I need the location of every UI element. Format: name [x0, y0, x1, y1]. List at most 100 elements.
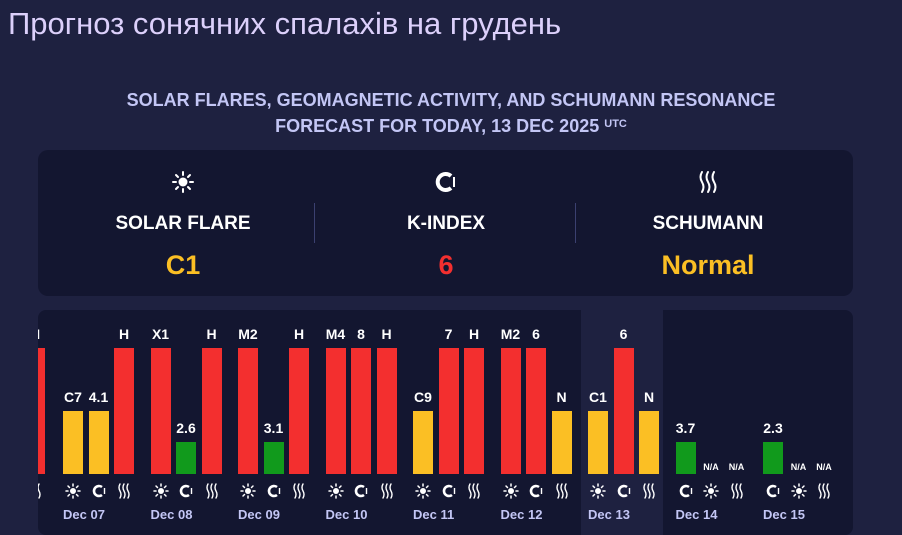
bar-value-label: H: [38, 326, 50, 342]
k-index-label: K-INDEX: [406, 213, 486, 234]
bar-value-label: 2.6: [176, 420, 196, 436]
bar-value-label: N: [556, 389, 567, 405]
chart-bar: [150, 348, 171, 474]
chart-bar: [88, 411, 109, 474]
chart-bar: [526, 348, 546, 474]
bar-value-label: C7: [64, 389, 82, 405]
sun-icon: [240, 483, 256, 499]
chart-bar: [639, 411, 659, 474]
sun-icon: [48, 170, 318, 193]
chart-bar: [551, 411, 572, 474]
sun-icon: [790, 483, 807, 499]
chart-bar: [38, 348, 45, 474]
bar-value-label: N/A: [703, 462, 719, 472]
magnet-icon: [353, 483, 369, 499]
bar-value-label: H: [293, 326, 305, 342]
chart-bar: [238, 348, 258, 474]
chart-bar: [763, 442, 783, 474]
bar-value-label: 2.3: [763, 420, 783, 436]
page-title: Прогноз сонячних спалахів на грудень: [8, 6, 562, 41]
bar-value-label: N: [643, 389, 655, 405]
chart-bar: [588, 411, 608, 474]
magnet-icon: [311, 170, 581, 192]
sun-icon: [65, 483, 81, 499]
day-label: Dec 08: [150, 507, 193, 522]
chart-bar: [263, 442, 284, 474]
magnet-icon: [441, 483, 457, 499]
waves-icon: [116, 483, 132, 499]
bar-value-label: 6: [532, 326, 540, 342]
waves-icon: [204, 483, 220, 499]
magnet-icon: [178, 483, 194, 499]
schumann-label: SCHUMANN: [652, 213, 764, 234]
solar-flare-value: C1: [165, 250, 201, 280]
summary-k-index: K-INDEX 6: [311, 150, 581, 296]
summary-divider: [575, 203, 576, 243]
bar-value-label: 8: [357, 326, 365, 342]
magnet-icon: [616, 483, 632, 499]
magnet-icon: [678, 483, 694, 499]
forecast-subtitle: SOLAR FLARES, GEOMAGNETIC ACTIVITY, AND …: [0, 87, 902, 139]
day-label: Dec 15: [763, 507, 805, 522]
chart-bar: [413, 411, 433, 474]
bar-value-label: M4: [325, 326, 346, 342]
k-index-value: 6: [438, 250, 454, 280]
forecast-bar-chart[interactable]: H C7 4.1 H Dec 07 X1 2.6 H Dec 08 M2 3.1 H Dec 09 M4 8…: [38, 310, 853, 535]
summary-solar-flare: SOLAR FLARE C1: [48, 150, 318, 296]
bar-value-label: C9: [414, 389, 432, 405]
bar-value-label: H: [381, 326, 392, 342]
sun-icon: [703, 483, 719, 499]
schumann-value: Normal: [661, 250, 755, 280]
day-label: Dec 14: [675, 507, 718, 522]
bar-value-label: H: [206, 326, 217, 342]
chart-bar: [201, 348, 222, 474]
timezone-label: UTC: [604, 118, 627, 130]
bar-value-label: 3.7: [675, 420, 696, 436]
subtitle-line-2: FORECAST FOR TODAY, 13 DEC 2025: [275, 116, 600, 136]
chart-bar: [289, 348, 309, 474]
day-label: Dec 13: [588, 507, 630, 522]
magnet-icon: [528, 483, 544, 499]
chart-bar: [114, 348, 134, 474]
chart-bar: [376, 348, 397, 474]
waves-icon: [729, 483, 745, 499]
bar-value-label: 6: [619, 326, 628, 342]
bar-value-label: N/A: [728, 462, 745, 472]
bar-value-label: X1: [151, 326, 170, 342]
magnet-icon: [91, 483, 107, 499]
sun-icon: [327, 483, 344, 499]
summary-schumann: SCHUMANN Normal: [573, 150, 843, 296]
day-label: Dec 10: [325, 507, 368, 522]
bar-value-label: M2: [238, 326, 258, 342]
chart-bar: [675, 442, 696, 474]
chart-bar: [351, 348, 371, 474]
bar-value-label: 7: [444, 326, 453, 342]
chart-bar: [613, 348, 634, 474]
waves-icon: [466, 483, 482, 499]
bar-value-label: N/A: [790, 462, 807, 472]
chart-bar: [464, 348, 484, 474]
subtitle-line-1: SOLAR FLARES, GEOMAGNETIC ACTIVITY, AND …: [126, 90, 776, 110]
day-label: Dec 09: [238, 507, 280, 522]
waves-icon: [291, 483, 307, 499]
bar-value-label: C1: [589, 389, 607, 405]
day-label: Dec 12: [500, 507, 543, 522]
chart-bar: [438, 348, 459, 474]
waves-icon: [554, 483, 570, 499]
chart-bar: [63, 411, 83, 474]
chart-bar: [176, 442, 196, 474]
sun-icon: [502, 483, 519, 499]
day-label: Dec 11: [413, 507, 455, 522]
waves-icon: [816, 483, 832, 499]
today-summary-card: SOLAR FLARE C1 K-INDEX 6 SCHUMANN Normal: [38, 150, 853, 296]
waves-icon: [573, 170, 843, 193]
sun-icon: [152, 483, 169, 499]
bar-value-label: 4.1: [88, 389, 109, 405]
day-label: Dec 07: [63, 507, 105, 522]
waves-icon: [641, 483, 657, 499]
bar-value-label: H: [468, 326, 480, 342]
chart-bar: [500, 348, 521, 474]
magnet-icon: [765, 483, 781, 499]
bar-value-label: M2: [500, 326, 521, 342]
bar-value-label: H: [118, 326, 130, 342]
